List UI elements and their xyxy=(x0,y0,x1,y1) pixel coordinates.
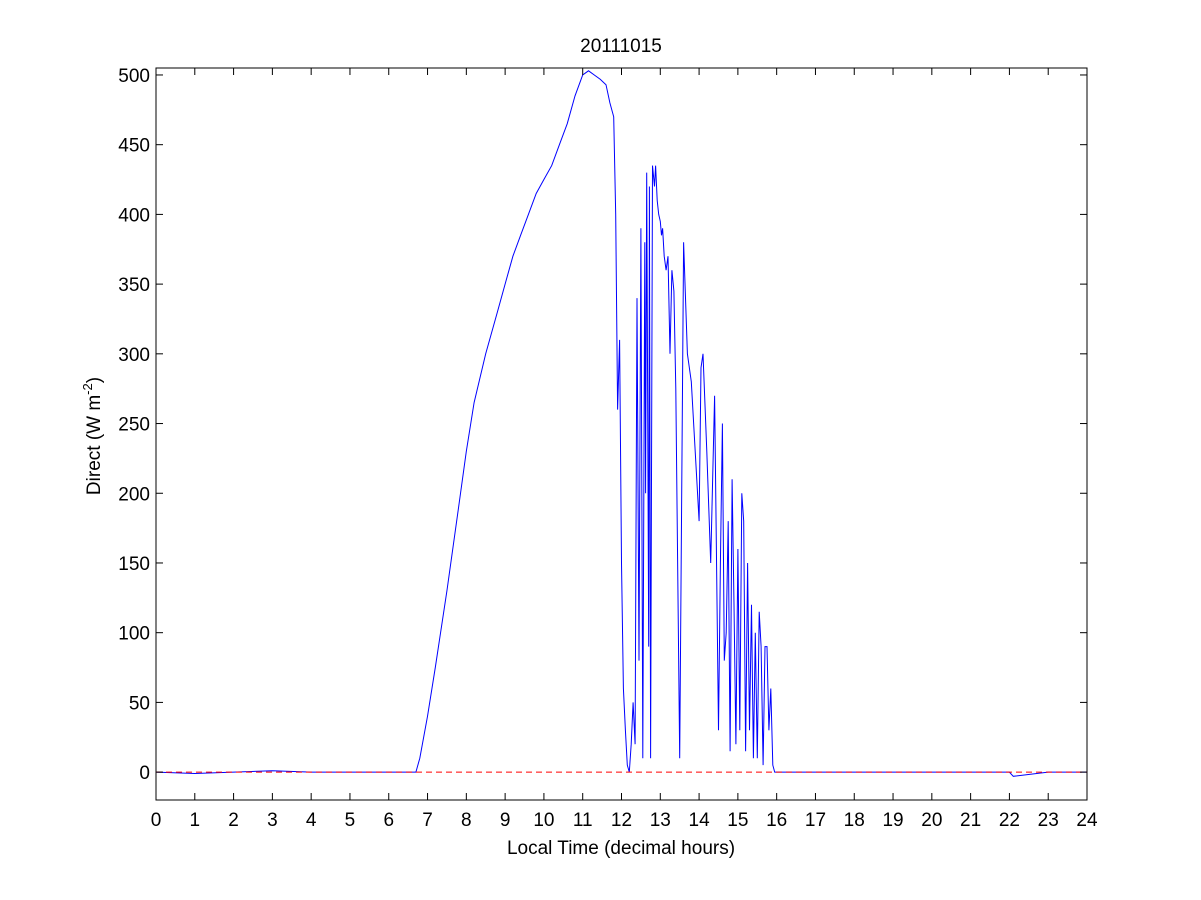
x-tick-label: 18 xyxy=(844,810,865,831)
x-tick-label: 4 xyxy=(306,810,317,831)
x-tick-label: 22 xyxy=(999,810,1020,831)
y-tick-label: 300 xyxy=(118,345,150,366)
x-tick-label: 21 xyxy=(960,810,981,831)
x-tick-label: 24 xyxy=(1076,810,1098,831)
x-tick-label: 13 xyxy=(650,810,671,831)
y-tick-label: 350 xyxy=(118,275,150,296)
x-tick-label: 19 xyxy=(882,810,903,831)
x-tick-label: 5 xyxy=(345,810,356,831)
x-tick-label: 12 xyxy=(611,810,632,831)
x-tick-label: 17 xyxy=(805,810,826,831)
direct-irradiance-line xyxy=(155,70,1087,777)
axes-box xyxy=(155,67,1088,801)
x-tick-label: 8 xyxy=(461,810,472,831)
x-tick-label: 20 xyxy=(921,810,942,831)
x-tick-label: 9 xyxy=(500,810,511,831)
x-tick-label: 10 xyxy=(533,810,554,831)
y-tick-label: 500 xyxy=(118,66,150,87)
x-tick-label: 16 xyxy=(766,810,787,831)
y-tick-label: 200 xyxy=(118,484,150,505)
x-tick-label: 15 xyxy=(727,810,748,831)
chart-title: 20111015 xyxy=(580,36,662,57)
x-axis-ticks: 0 1 2 3 4 5 6 7 8 9 10 11 12 13 14 15 16 17 18 19 20 21 22 23 24 xyxy=(151,68,1098,831)
x-tick-label: 11 xyxy=(573,810,593,831)
y-tick-label: 0 xyxy=(139,763,150,784)
y-tick-label: 450 xyxy=(118,136,150,157)
y-axis-label-main: Direct (W m xyxy=(84,395,105,495)
y-tick-label: 100 xyxy=(118,624,150,645)
series-layer xyxy=(155,70,1087,777)
x-tick-label: 14 xyxy=(689,810,711,831)
x-tick-label: 2 xyxy=(228,810,239,831)
plot-area: 0 1 2 3 4 5 6 7 8 9 10 11 12 13 14 15 16 17 18 19 20 21 22 23 24… xyxy=(118,66,1098,831)
y-axis-ticks: 0 50 100 150 200 250 300 350 400 450 500 xyxy=(118,66,1087,784)
y-tick-label: 50 xyxy=(129,693,150,714)
y-axis-label: Direct (W m-2) xyxy=(80,377,105,495)
x-tick-label: 1 xyxy=(190,810,201,831)
y-tick-label: 150 xyxy=(118,554,150,575)
x-axis-label: Local Time (decimal hours) xyxy=(507,838,735,859)
x-tick-label: 6 xyxy=(383,810,394,831)
y-tick-label: 400 xyxy=(118,205,150,226)
x-tick-label: 0 xyxy=(151,810,162,831)
x-tick-label: 3 xyxy=(267,810,278,831)
y-axis-label-close: ) xyxy=(84,377,105,383)
x-tick-label: 23 xyxy=(1038,810,1059,831)
y-axis-label-exponent: -2 xyxy=(80,383,95,395)
y-tick-label: 250 xyxy=(118,415,150,436)
x-tick-label: 7 xyxy=(422,810,433,831)
